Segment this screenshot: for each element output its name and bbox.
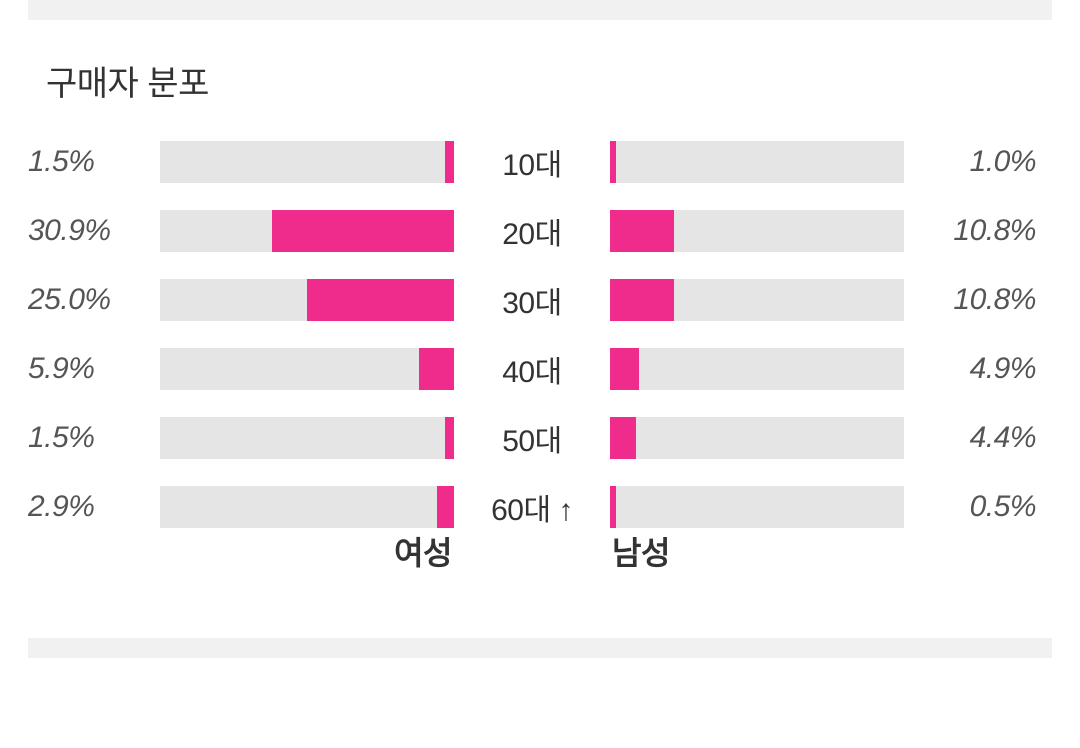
axis-labels-row: 여성 남성 (28, 528, 1052, 574)
pyramid-chart: 1.5% 10대 1.0% 30.9% 20대 10.8% 25.0% 30대 10.8% 5.9… (28, 141, 1052, 528)
bar-track-left (160, 210, 454, 252)
chart-section: 구매자 분포 1.5%10대1.0%30.9%20대10.8%25.0%30대1… (0, 20, 1080, 598)
category-label: 50대 (454, 416, 610, 460)
bar-fill-left (419, 348, 454, 390)
bar-track-right (610, 279, 904, 321)
bar-track-right (610, 210, 904, 252)
value-left: 2.9% (28, 490, 156, 524)
bottom-gap (0, 598, 1080, 638)
bar-fill-right (610, 486, 616, 528)
value-left: 1.5% (28, 421, 156, 455)
bar-track-left (160, 141, 454, 183)
value-left: 1.5% (28, 145, 156, 179)
bar-track-right (610, 417, 904, 459)
bar-fill-right (610, 417, 636, 459)
axis-left-wrap: 여성 (160, 528, 454, 574)
bar-track-left (160, 279, 454, 321)
bar-fill-right (610, 348, 639, 390)
bar-track-right (610, 348, 904, 390)
chart-row: 25.0% 30대 10.8% (28, 279, 1052, 321)
chart-title: 구매자 분포 (46, 56, 1052, 105)
bar-track-right (610, 486, 904, 528)
bar-fill-left (445, 141, 454, 183)
category-label: 60대 ↑ (454, 485, 610, 529)
value-right: 1.0% (908, 145, 1036, 179)
bar-fill-left (307, 279, 454, 321)
category-label: 20대 (454, 209, 610, 253)
value-right: 10.8% (908, 214, 1036, 248)
bottom-separator (28, 638, 1052, 658)
category-label: 40대 (454, 347, 610, 391)
value-left: 30.9% (28, 214, 156, 248)
page: 구매자 분포 1.5%10대1.0%30.9%20대10.8%25.0%30대1… (0, 0, 1080, 658)
category-label: 10대 (454, 140, 610, 184)
axis-label-right: 남성 (612, 535, 670, 571)
value-left: 25.0% (28, 283, 156, 317)
bar-track-left (160, 417, 454, 459)
chart-row: 1.5% 10대 1.0% (28, 141, 1052, 183)
axis-label-left: 여성 (394, 535, 452, 571)
bar-fill-left (272, 210, 454, 252)
bar-fill-right (610, 279, 674, 321)
value-right: 10.8% (908, 283, 1036, 317)
chart-row: 2.9% 60대 ↑ 0.5% (28, 486, 1052, 528)
chart-row: 1.5% 50대 4.4% (28, 417, 1052, 459)
value-left: 5.9% (28, 352, 156, 386)
bar-fill-left (437, 486, 454, 528)
value-right: 4.4% (908, 421, 1036, 455)
bar-fill-right (610, 141, 616, 183)
value-right: 0.5% (908, 490, 1036, 524)
bar-fill-right (610, 210, 674, 252)
bar-track-left (160, 348, 454, 390)
bar-track-left (160, 486, 454, 528)
value-right: 4.9% (908, 352, 1036, 386)
chart-row: 30.9% 20대 10.8% (28, 210, 1052, 252)
top-separator (28, 0, 1052, 20)
bar-track-right (610, 141, 904, 183)
axis-right-wrap: 남성 (610, 528, 904, 574)
chart-row: 5.9% 40대 4.9% (28, 348, 1052, 390)
bar-fill-left (445, 417, 454, 459)
category-label: 30대 (454, 278, 610, 322)
